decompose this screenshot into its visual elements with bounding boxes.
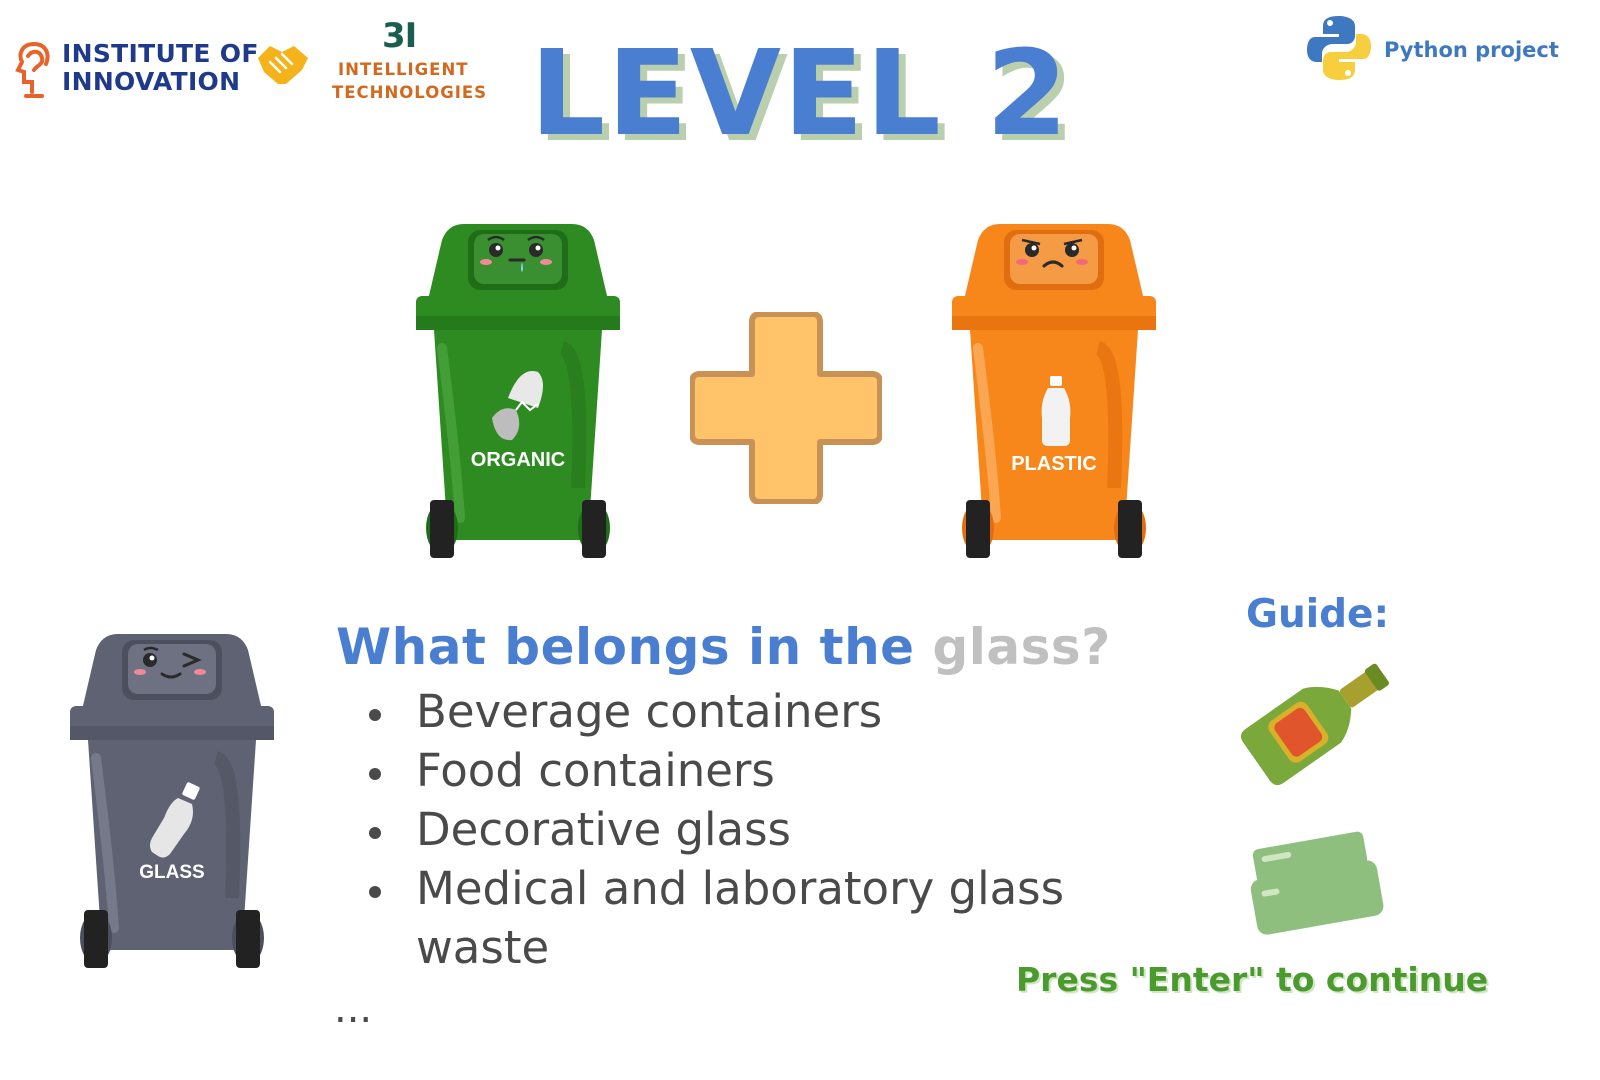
plastic-bin: PLASTIC xyxy=(952,224,1156,558)
python-project-label: Python project xyxy=(1384,38,1559,62)
bottle-icon xyxy=(1240,663,1389,786)
intelligent-technologies-line-1: INTELLIGENT xyxy=(338,60,469,79)
organic-bin: ORGANIC xyxy=(416,224,620,558)
plastic-bottle-icon xyxy=(1041,376,1071,446)
institute-name: INSTITUTE OF INNOVATION xyxy=(62,40,259,96)
question-heading: What belongs in the glass? xyxy=(336,618,1111,676)
plus-icon xyxy=(690,312,882,504)
jar-icon xyxy=(1250,831,1384,935)
question-prefix: What belongs in the xyxy=(336,618,933,676)
level-title: LEVEL 2 xyxy=(529,24,1071,162)
institute-line-2: INNOVATION xyxy=(62,67,241,96)
handshake-icon xyxy=(258,46,308,84)
glass-bin: GLASS xyxy=(70,634,274,968)
eggshell-icon xyxy=(492,371,543,441)
continue-prompt: Press "Enter" to continue xyxy=(1016,960,1489,999)
intelligent-technologies-number: 3I xyxy=(382,16,417,56)
list-item: Decorative glass xyxy=(366,800,1126,859)
institute-line-1: INSTITUTE OF xyxy=(62,39,259,68)
list-item: Beverage containers xyxy=(366,682,1126,741)
intelligent-technologies-line-2: TECHNOLOGIES xyxy=(332,83,488,102)
guide-title: Guide: xyxy=(1246,592,1390,637)
glass-bottle-icon xyxy=(150,782,200,858)
organic-bin-label: ORGANIC xyxy=(471,449,565,471)
python-logo-icon xyxy=(1307,16,1371,80)
plastic-bin-label: PLASTIC xyxy=(1011,453,1097,475)
question-highlight: glass? xyxy=(932,618,1111,676)
glass-bin-label: GLASS xyxy=(139,862,204,883)
list-item: Food containers xyxy=(366,741,1126,800)
list-item: Medical and laboratory glass waste xyxy=(366,859,1126,977)
institute-of-innovation-logo-icon xyxy=(15,42,50,98)
glass-items-list: Beverage containers Food containers Deco… xyxy=(366,682,1126,977)
list-ellipsis: ... xyxy=(334,986,373,1032)
